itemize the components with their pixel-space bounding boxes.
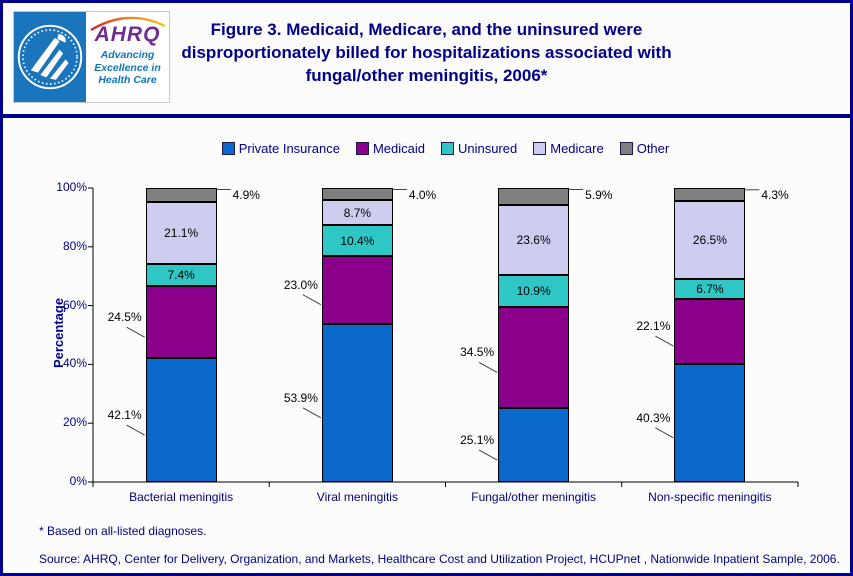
value-label: 42.1% xyxy=(107,408,142,423)
value-label: 24.5% xyxy=(107,310,142,325)
footnote: * Based on all-listed diagnoses. xyxy=(39,524,207,538)
y-tick-label: 0% xyxy=(69,474,87,488)
ahrq-tagline: Advancing Excellence in Health Care xyxy=(94,49,161,87)
eagle-icon xyxy=(17,24,83,90)
legend-item: Medicaid xyxy=(355,140,425,156)
bar-segment xyxy=(321,323,393,482)
value-label: 26.5% xyxy=(692,232,727,247)
bar-segment xyxy=(321,188,393,200)
value-label: 34.5% xyxy=(460,345,495,360)
bar-segment xyxy=(145,358,217,482)
legend-item: Private Insurance xyxy=(221,140,340,156)
value-label: 40.3% xyxy=(636,410,671,425)
y-tick-label: 20% xyxy=(62,415,87,430)
legend-label: Medicaid xyxy=(372,140,425,156)
value-label: 23.0% xyxy=(283,277,318,292)
value-label: 6.7% xyxy=(696,281,724,296)
chart-legend: Private Insurance Medicaid Uninsured Medica… xyxy=(93,139,798,157)
bar-segment xyxy=(498,306,570,409)
bar-segment xyxy=(498,205,570,275)
value-label: 4.3% xyxy=(761,188,789,203)
bar-segment xyxy=(674,298,746,364)
y-tick-label: 60% xyxy=(62,297,87,312)
legend-swatch xyxy=(440,141,454,155)
hhs-ahrq-logo: AHRQ Advancing Excellence in Health Care xyxy=(13,11,170,103)
value-label: 22.1% xyxy=(636,319,671,334)
x-category-label: Fungal/other meningitis xyxy=(471,490,596,504)
figure-title: Figure 3. Medicaid, Medicare, and the un… xyxy=(181,20,672,85)
source-line: Source: AHRQ, Center for Delivery, Organ… xyxy=(39,552,840,566)
value-label: 53.9% xyxy=(283,390,318,405)
bar-segment xyxy=(498,408,570,482)
legend-item: Other xyxy=(619,140,670,156)
ahrq-arc-icon xyxy=(90,16,166,31)
bar-segment xyxy=(145,188,217,203)
hhs-seal-icon xyxy=(14,12,86,102)
y-tick-label: 80% xyxy=(62,238,87,253)
x-category-label: Viral meningitis xyxy=(316,490,398,504)
legend-label: Private Insurance xyxy=(238,140,340,156)
legend-label: Other xyxy=(636,140,670,156)
legend-swatch xyxy=(619,141,633,155)
legend-label: Medicare xyxy=(550,140,604,156)
y-tick-label: 40% xyxy=(62,356,87,371)
x-category-label: Non-specific meningitis xyxy=(648,490,772,504)
value-label: 5.9% xyxy=(585,188,613,202)
value-label: 4.9% xyxy=(232,188,260,202)
bar-segment xyxy=(145,286,217,359)
bar-segment xyxy=(674,278,746,299)
bar-segment xyxy=(498,274,570,307)
bar-segment xyxy=(145,202,217,265)
bar-segment xyxy=(498,188,570,206)
value-label: 7.4% xyxy=(167,268,195,283)
header-divider xyxy=(3,114,850,118)
legend-swatch xyxy=(533,141,547,155)
bar-segment xyxy=(674,188,746,201)
value-label: 10.4% xyxy=(340,233,375,248)
bar-segment xyxy=(321,225,393,256)
bar-segment xyxy=(321,255,393,324)
value-label: 8.7% xyxy=(343,205,372,220)
legend-item: Uninsured xyxy=(440,140,518,156)
ahrq-wordmark: AHRQ xyxy=(94,23,161,46)
bar-segment xyxy=(674,200,746,279)
legend-swatch xyxy=(221,141,235,155)
value-label: 4.0% xyxy=(408,188,437,202)
x-category-label: Bacterial meningitis xyxy=(129,490,234,504)
value-label: 23.6% xyxy=(516,233,551,248)
legend-item: Medicare xyxy=(533,140,604,156)
value-label: 25.1% xyxy=(460,433,495,448)
value-label: 21.1% xyxy=(164,226,199,241)
bar-segment xyxy=(145,264,217,287)
legend-swatch xyxy=(355,141,369,155)
y-tick-label: 100% xyxy=(56,180,87,194)
legend-label: Uninsured xyxy=(457,140,518,156)
chart-area: 0% 20% 40% 60% 80% 100% Bacterial meningitis Vi… xyxy=(3,3,850,573)
ahrq-logo-panel: AHRQ Advancing Excellence in Health Care xyxy=(86,12,169,102)
y-axis-title: Percentage xyxy=(51,297,66,369)
bar-segment xyxy=(321,199,393,226)
value-label: 10.9% xyxy=(516,283,551,298)
bar-segment xyxy=(674,363,746,482)
